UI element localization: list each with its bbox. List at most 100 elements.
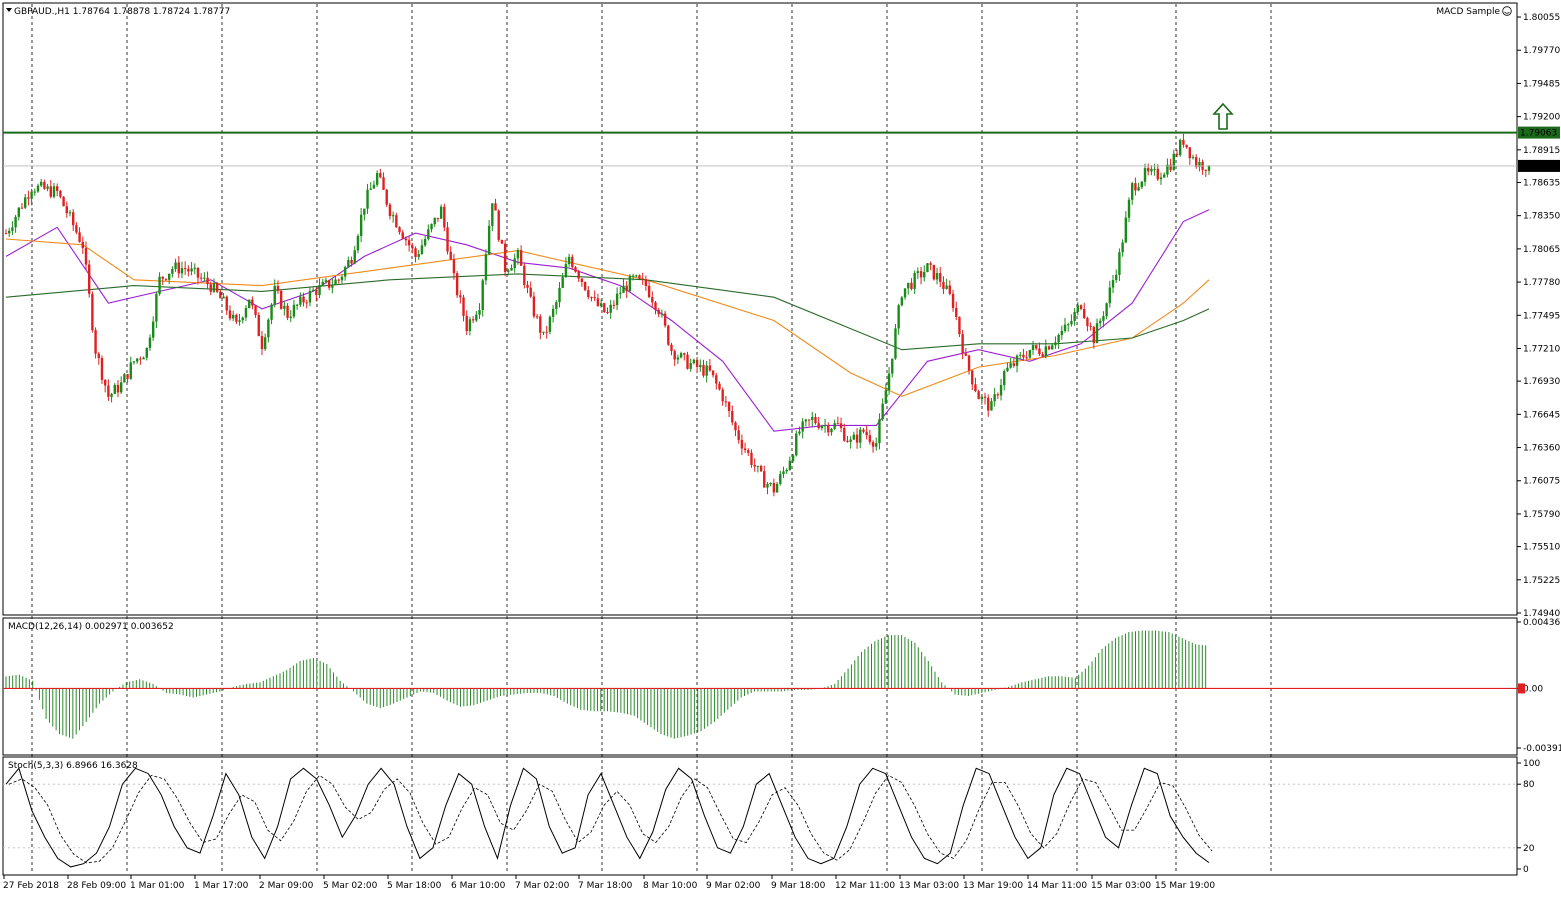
candle-body xyxy=(1195,157,1198,167)
candle xyxy=(670,342,673,356)
candle-body xyxy=(254,305,257,315)
candle-body xyxy=(411,245,414,249)
candle-body xyxy=(1057,334,1060,343)
up-arrow-icon[interactable] xyxy=(1212,102,1234,130)
candle xyxy=(679,351,683,359)
candle-body xyxy=(711,370,715,376)
current-price-label: 1.78777 xyxy=(1520,162,1557,172)
candle xyxy=(820,424,824,431)
candle-body xyxy=(980,396,984,400)
candle-body xyxy=(379,173,382,178)
candle xyxy=(164,278,168,282)
candle-body xyxy=(215,283,219,292)
candle-body xyxy=(555,302,558,309)
candle xyxy=(311,287,315,292)
candle xyxy=(1185,144,1188,149)
candle-body xyxy=(945,285,948,289)
candle xyxy=(158,272,161,296)
candle-body xyxy=(791,455,795,461)
candle xyxy=(699,359,702,372)
candle xyxy=(1012,357,1016,368)
candle xyxy=(955,301,958,321)
candle xyxy=(721,387,724,406)
candle xyxy=(833,419,836,431)
candle-body xyxy=(580,278,584,282)
candle-body xyxy=(615,293,619,306)
candle xyxy=(350,256,353,267)
candle xyxy=(462,294,465,322)
candle xyxy=(1134,177,1137,196)
candle-body xyxy=(161,276,164,279)
candle xyxy=(439,204,443,219)
macd-tick-label: 0.004361 xyxy=(1523,618,1561,628)
candle xyxy=(1179,138,1182,157)
candle-body xyxy=(692,359,696,364)
candle-body xyxy=(55,186,59,191)
candle-body xyxy=(641,278,644,280)
time-label: 27 Feb 2018 xyxy=(3,881,59,891)
candle xyxy=(263,333,267,352)
smiley-icon[interactable] xyxy=(1502,6,1512,16)
candle-body xyxy=(388,204,392,217)
candle xyxy=(388,202,392,220)
candle-body xyxy=(225,296,228,311)
candle xyxy=(785,468,788,475)
candle-body xyxy=(1041,354,1044,357)
candle-body xyxy=(452,259,456,274)
candle xyxy=(132,361,136,365)
candle-body xyxy=(251,299,254,306)
candle xyxy=(420,239,424,255)
candle-body xyxy=(116,384,120,393)
collapse-triangle-icon[interactable] xyxy=(6,8,12,12)
candle xyxy=(545,325,548,339)
candle xyxy=(1118,248,1121,282)
candle xyxy=(283,301,286,316)
candle-body xyxy=(1012,363,1016,366)
candle xyxy=(715,372,718,390)
candle-body xyxy=(855,434,859,443)
price-tick-label: 1.76075 xyxy=(1523,477,1560,487)
candle xyxy=(1137,182,1140,192)
candle xyxy=(788,456,792,471)
candle xyxy=(503,239,507,277)
candle-body xyxy=(299,296,302,305)
candle xyxy=(587,285,590,300)
candle-body xyxy=(439,206,443,219)
candle-body xyxy=(596,298,600,306)
candle-body xyxy=(1153,168,1156,170)
candle xyxy=(638,274,641,280)
candle xyxy=(731,405,734,426)
candle-body xyxy=(958,316,961,335)
candle-body xyxy=(324,280,328,282)
candle xyxy=(1191,154,1195,160)
candle xyxy=(1172,149,1176,171)
candle xyxy=(1044,339,1048,359)
candle xyxy=(113,383,116,394)
candle-body xyxy=(244,307,248,318)
candle xyxy=(689,358,692,372)
candle xyxy=(33,188,36,196)
macd-zero-marker xyxy=(1518,683,1525,694)
candle-body xyxy=(257,314,260,337)
candle-body xyxy=(132,361,136,363)
candle-body xyxy=(708,365,712,371)
candle xyxy=(206,271,209,290)
time-label: 5 Mar 02:00 xyxy=(323,881,378,891)
candle xyxy=(1054,336,1057,349)
candle xyxy=(43,179,46,190)
candle xyxy=(507,268,510,276)
candle-body xyxy=(196,267,200,278)
candle-body xyxy=(235,314,238,322)
candle-body xyxy=(1022,354,1025,358)
candle-body xyxy=(423,239,427,246)
candle-body xyxy=(788,460,792,470)
candle xyxy=(14,214,17,233)
candle-body xyxy=(391,215,395,217)
candle-body xyxy=(1099,320,1102,324)
candle-body xyxy=(737,430,740,440)
candle xyxy=(142,356,145,360)
candle-body xyxy=(593,297,596,299)
candle-body xyxy=(823,425,827,427)
